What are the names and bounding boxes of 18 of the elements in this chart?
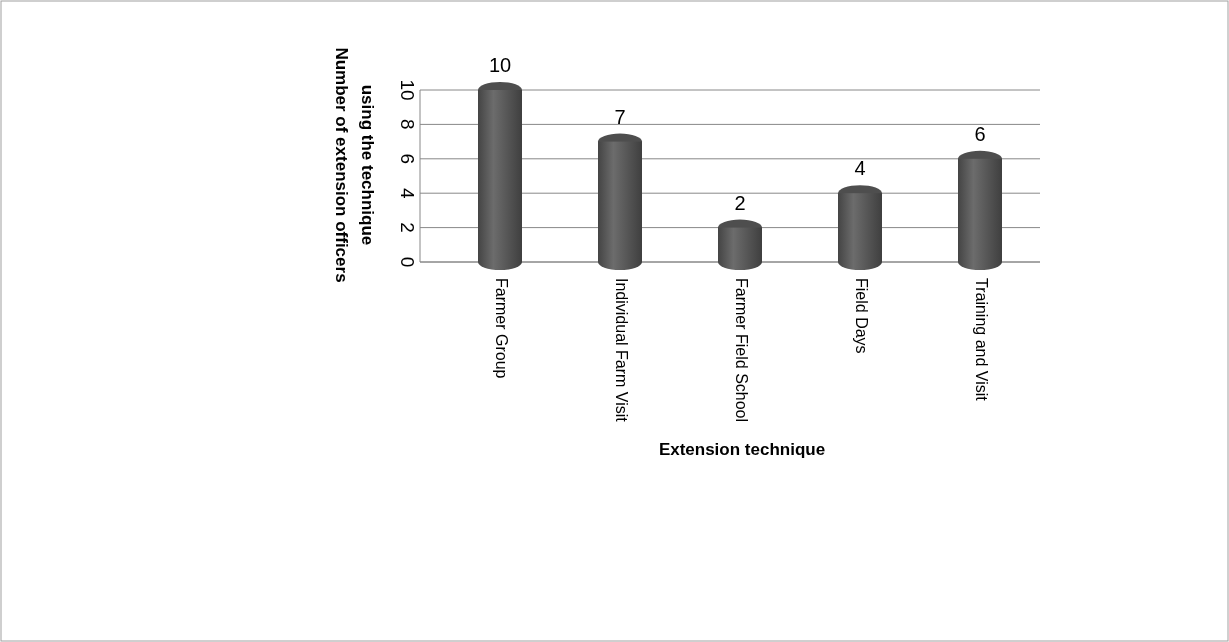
y-tick-label: 4 bbox=[397, 187, 419, 199]
y-tick-label: 8 bbox=[397, 119, 419, 130]
x-tick-label: Field Days bbox=[852, 278, 870, 354]
y-axis-title: Number of extension officers using the technique bbox=[331, 47, 377, 283]
x-tick-label: Individual Farm Visit bbox=[612, 278, 630, 423]
y-tick-label: 0 bbox=[397, 256, 419, 268]
data-label: 10 bbox=[488, 54, 512, 76]
x-tick-label: Farmer Field School bbox=[732, 278, 750, 423]
x-tick-label: Training and Visit bbox=[972, 278, 990, 402]
y-tick-label: 2 bbox=[397, 222, 419, 233]
y-tick-label: 10 bbox=[397, 79, 419, 101]
data-label: 2 bbox=[734, 191, 746, 214]
data-label: 6 bbox=[974, 122, 986, 145]
y-tick-label: 6 bbox=[397, 153, 419, 165]
data-label: 4 bbox=[854, 157, 866, 180]
data-label: 7 bbox=[614, 105, 626, 128]
x-tick-label: Farmer Group bbox=[492, 278, 510, 379]
x-axis-title: Extension technique bbox=[658, 440, 826, 459]
